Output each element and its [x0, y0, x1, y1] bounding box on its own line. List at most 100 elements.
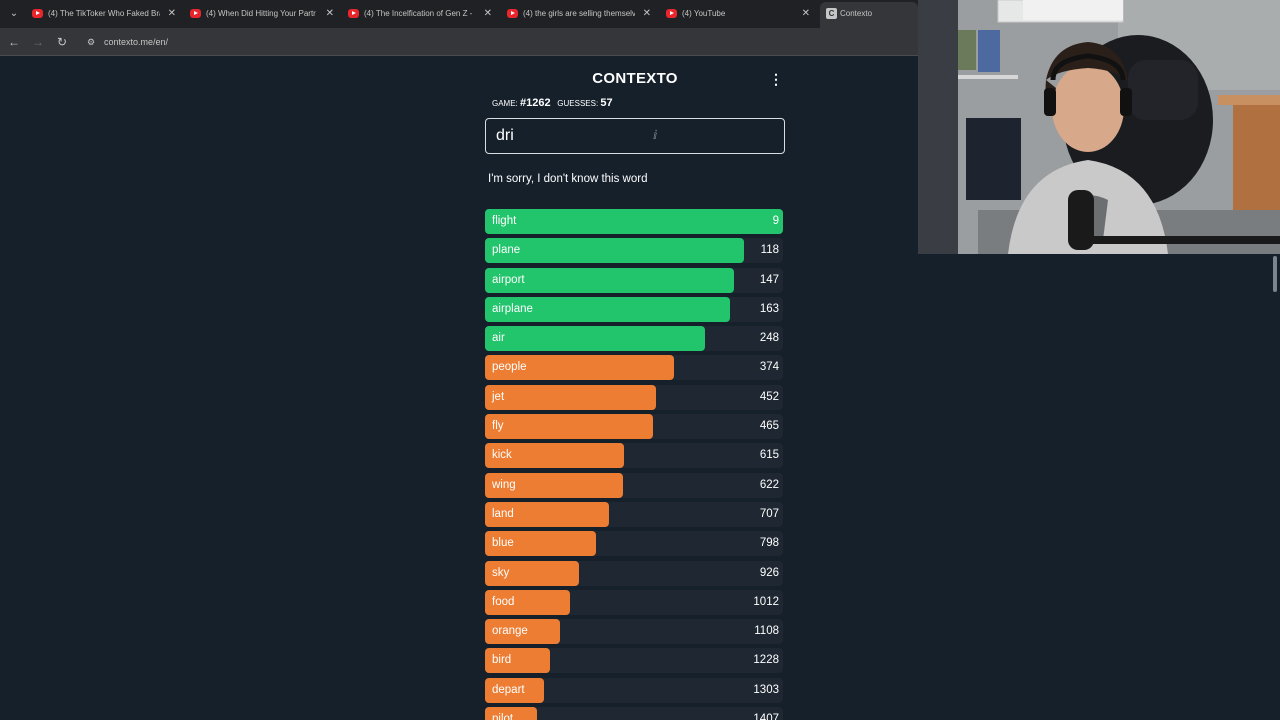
tab-contexto[interactable]: C Contexto [820, 2, 918, 28]
tab-title: Contexto [840, 9, 873, 18]
close-icon[interactable]: ✕ [801, 8, 810, 19]
guess-word: fly [492, 420, 504, 433]
guess-similarity-bar [485, 414, 654, 440]
contexto-game: CONTEXTO ⋮ GAME: #1262 GUESSES: 57 ⅈ I'm… [485, 56, 785, 720]
guess-word: sky [492, 566, 510, 579]
close-icon[interactable]: ✕ [167, 8, 176, 19]
youtube-icon [190, 9, 201, 18]
guess-rank: 163 [759, 302, 779, 315]
guess-rank: 798 [759, 537, 779, 550]
guess-row: bird 1228 [485, 648, 783, 674]
guess-similarity-bar [485, 267, 735, 293]
game-number: #1262 [520, 97, 551, 109]
guess-word: jet [492, 390, 505, 403]
guess-rank: 615 [759, 449, 779, 462]
guess-rank: 374 [759, 361, 779, 374]
guess-similarity-bar [485, 384, 657, 410]
scrollbar-thumb[interactable] [1273, 256, 1277, 292]
game-stats: GAME: #1262 GUESSES: 57 [492, 97, 613, 109]
guess-rank: 118 [760, 244, 779, 257]
guess-row: jet 452 [485, 384, 783, 410]
guess-similarity-bar [485, 443, 624, 469]
guess-word: bird [492, 654, 512, 667]
guess-word: flight [492, 215, 517, 227]
tab-tiktoker[interactable]: (4) The TikToker Who Faked Bra ✕ [28, 3, 180, 25]
guess-similarity-bar [485, 472, 623, 498]
contexto-favicon-icon: C [826, 8, 837, 19]
tab-search-icon[interactable]: ⌄ [9, 8, 19, 19]
youtube-icon [507, 9, 518, 18]
close-icon[interactable]: ✕ [325, 8, 334, 19]
guess-rank: 452 [759, 390, 779, 403]
guess-rank: 465 [759, 420, 779, 433]
guess-similarity-bar [485, 355, 674, 381]
guess-word: air [492, 332, 505, 345]
tab-hitting-partner[interactable]: (4) When Did Hitting Your Partr ✕ [186, 3, 338, 25]
guess-similarity-bar [485, 648, 550, 674]
guess-row: sky 926 [485, 560, 783, 586]
guesses-count: 57 [600, 97, 613, 109]
guess-rank: 926 [759, 566, 779, 579]
page-title: CONTEXTO [592, 70, 678, 87]
guess-word: plane [492, 244, 521, 257]
tab-title: (4) YouTube [682, 9, 726, 18]
guess-similarity-bar [485, 238, 744, 264]
close-icon[interactable]: ✕ [642, 8, 651, 19]
error-message: I'm sorry, I don't know this word [488, 173, 648, 185]
guess-similarity-bar [485, 619, 561, 645]
back-arrow-icon[interactable]: ← [8, 35, 20, 49]
guesses-label: GUESSES: [557, 99, 599, 108]
guess-row: air 248 [485, 326, 783, 352]
browser-toolbar: ← → ↻ ⚙ contexto.me/en/ [0, 28, 918, 56]
guess-word: blue [492, 537, 514, 550]
guess-row: blue 798 [485, 531, 783, 557]
page-scrollbar[interactable] [1270, 254, 1280, 720]
guess-word: orange [492, 625, 528, 638]
guess-word: kick [492, 449, 512, 462]
tab-incelfication[interactable]: (4) The Incelfication of Gen Z - ✕ [344, 3, 496, 25]
guess-rank: 1012 [753, 595, 779, 608]
site-info-icon[interactable]: ⚙ [86, 37, 96, 47]
guess-word: pilot [492, 713, 514, 720]
guess-rank: 1303 [753, 683, 779, 696]
guess-row: fly 465 [485, 414, 783, 440]
guess-similarity-bar [485, 677, 544, 703]
guess-rank: 1108 [754, 625, 779, 638]
guess-input[interactable] [485, 118, 785, 154]
guess-rank: 1228 [753, 654, 779, 667]
guess-row: flight 9 [485, 209, 783, 234]
guess-row: food 1012 [485, 589, 783, 615]
guess-word: airplane [492, 302, 533, 315]
guess-row: depart 1303 [485, 677, 783, 703]
game-label: GAME: [492, 99, 518, 108]
guess-similarity-bar [485, 296, 730, 322]
guess-similarity-bar [485, 209, 783, 234]
guess-rank: 622 [759, 478, 779, 491]
reload-icon[interactable]: ↻ [56, 35, 68, 49]
guess-similarity-bar [485, 326, 705, 352]
guess-rank: 147 [759, 273, 779, 286]
youtube-icon [666, 9, 677, 18]
youtube-icon [348, 9, 359, 18]
forward-arrow-icon[interactable]: → [32, 35, 44, 49]
tab-girls-selling[interactable]: (4) the girls are selling themselv ✕ [503, 3, 655, 25]
guess-rank: 1407 [753, 713, 779, 720]
tab-title: (4) The Incelfication of Gen Z - [364, 9, 473, 18]
tab-youtube[interactable]: (4) YouTube ✕ [662, 3, 814, 25]
guess-rank: 9 [772, 215, 779, 227]
address-bar[interactable]: ⚙ contexto.me/en/ [80, 32, 910, 52]
guess-word: land [492, 507, 514, 520]
url-text: contexto.me/en/ [104, 37, 169, 47]
guess-row: people 374 [485, 355, 783, 381]
tab-strip: ⌄ (4) The TikToker Who Faked Bra ✕ (4) W… [0, 0, 918, 28]
guess-row: pilot 1407 [485, 707, 783, 720]
guess-word: food [492, 595, 515, 608]
guess-row: wing 622 [485, 472, 783, 498]
guess-row: kick 615 [485, 443, 783, 469]
guess-rank: 707 [759, 507, 779, 520]
more-vertical-icon[interactable]: ⋮ [769, 71, 783, 87]
close-icon[interactable]: ✕ [483, 8, 492, 19]
guess-similarity-bar [485, 560, 579, 586]
guess-similarity-bar [485, 531, 596, 557]
tab-title: (4) the girls are selling themselv [523, 9, 635, 18]
